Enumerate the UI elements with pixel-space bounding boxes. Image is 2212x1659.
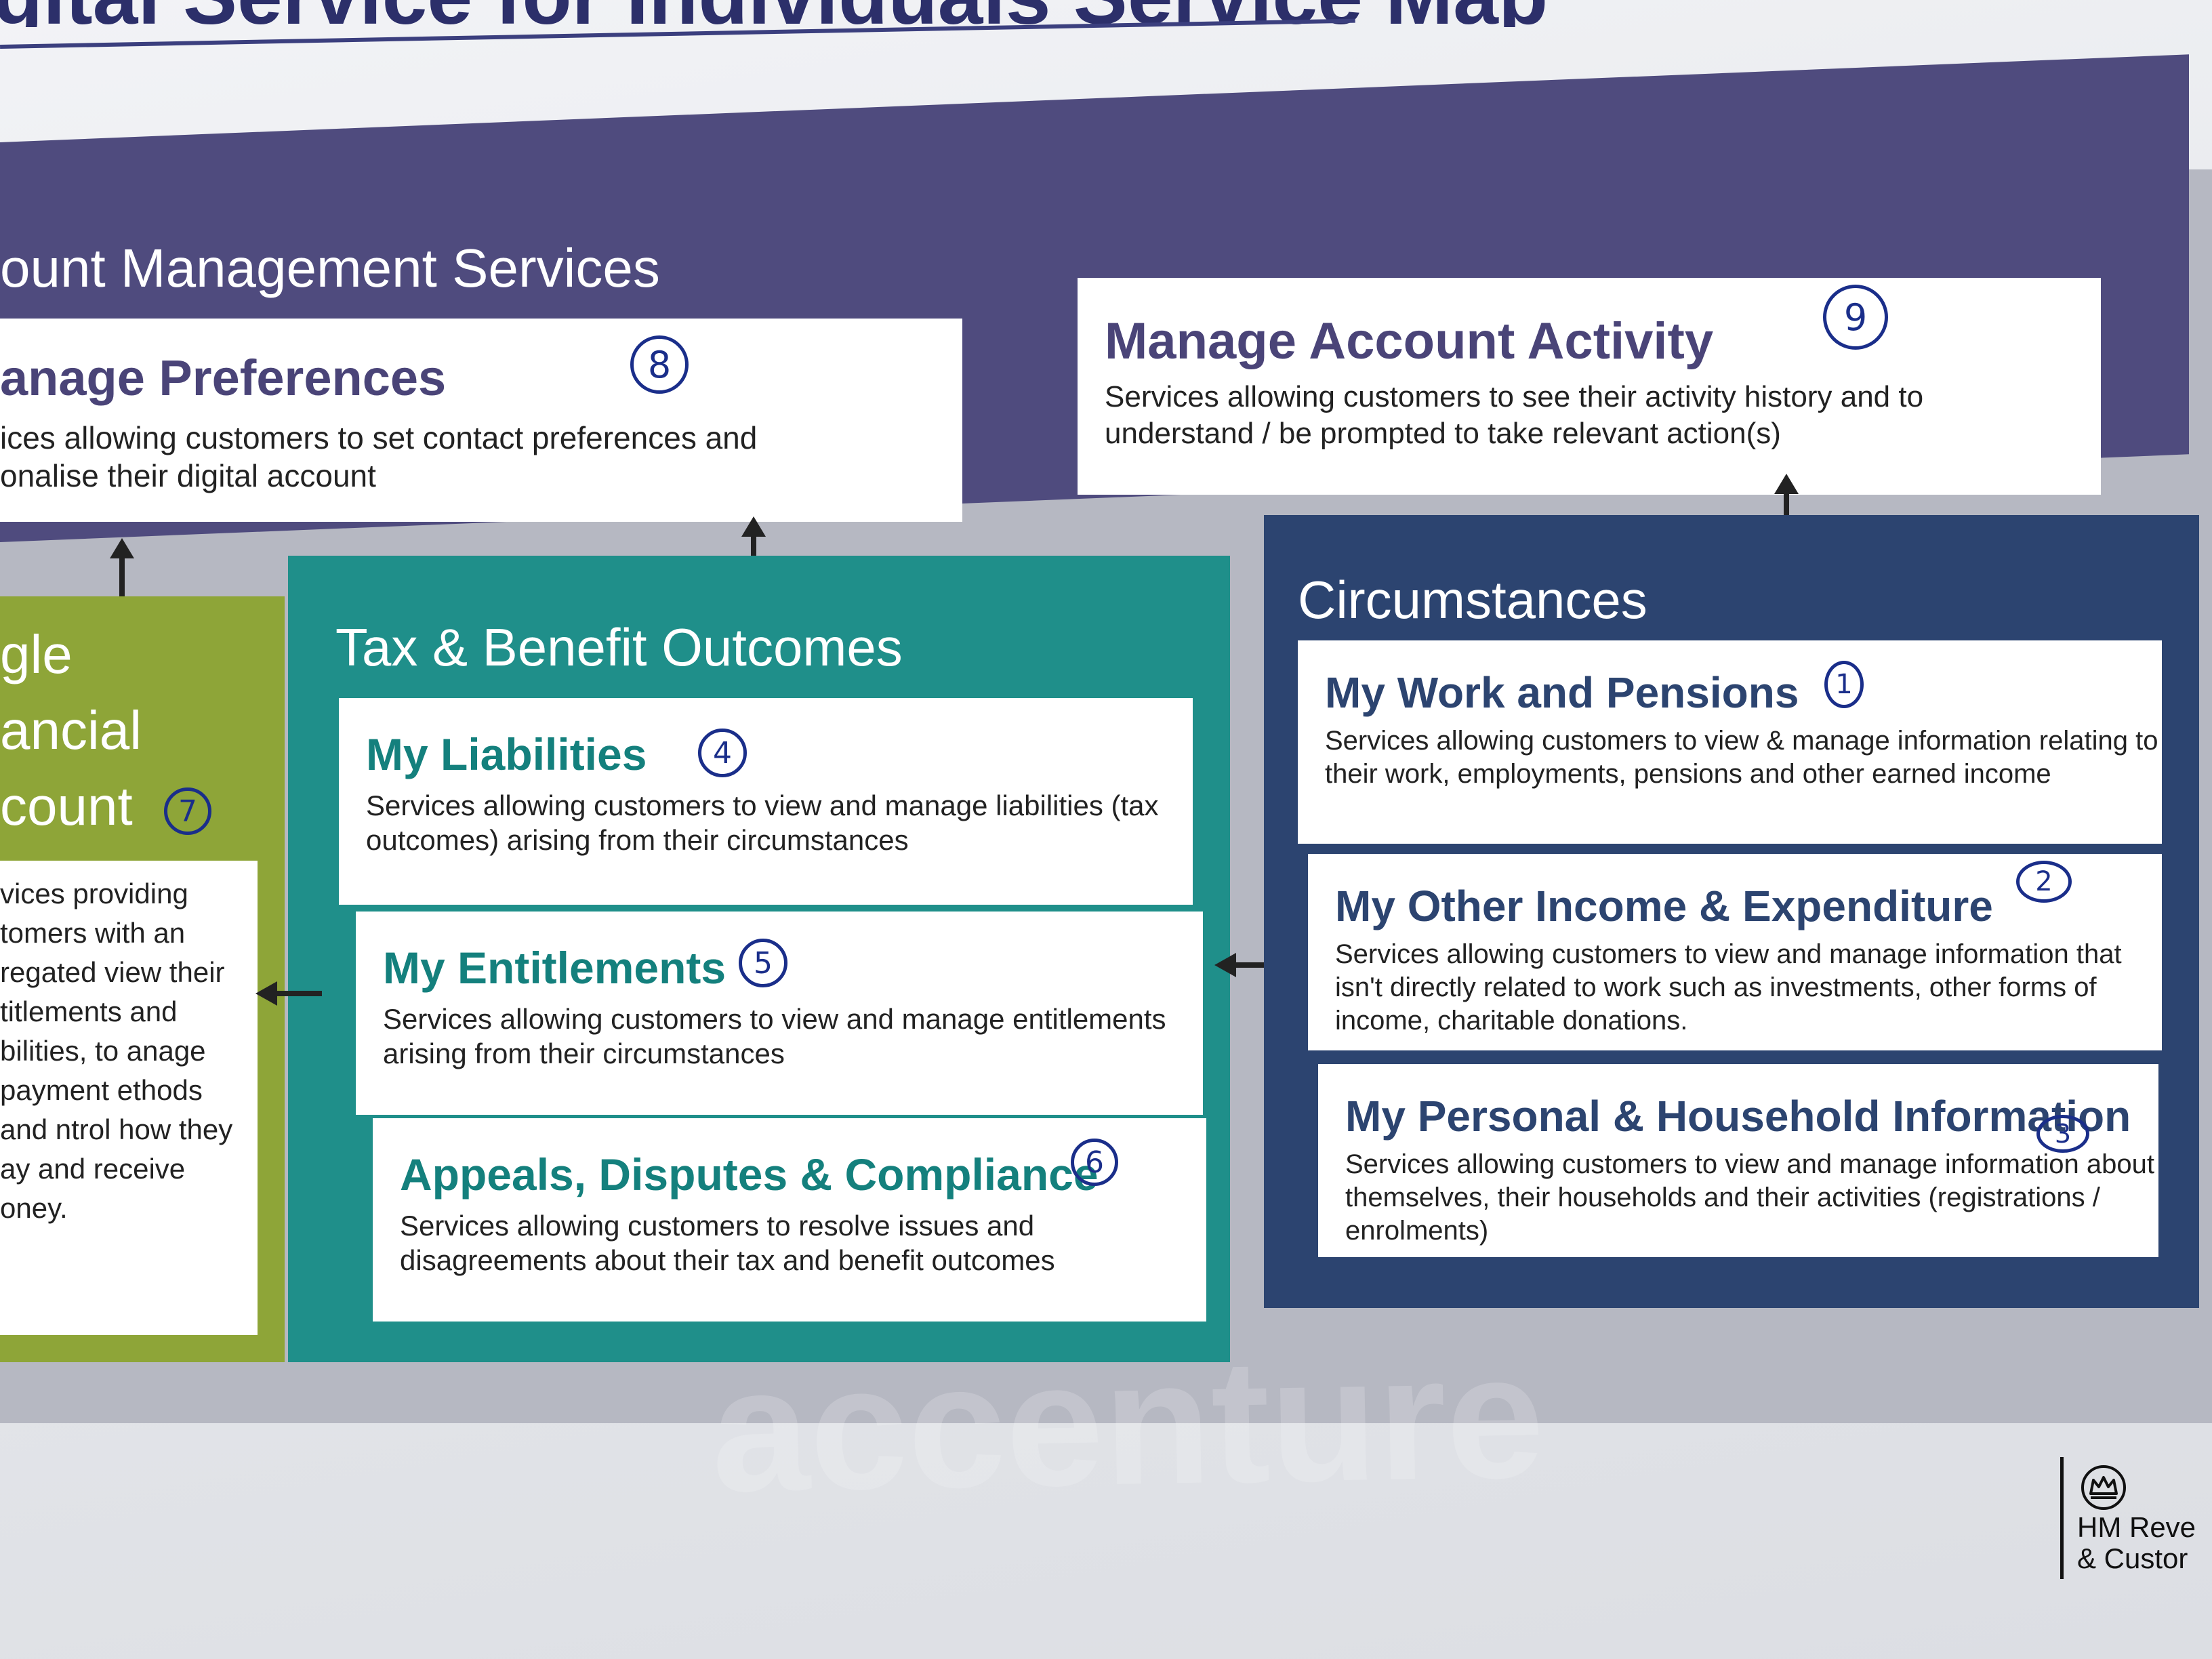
number-8-annotation: 8 xyxy=(630,335,689,394)
my-personal-household-title: My Personal & Household Information xyxy=(1345,1092,2131,1141)
number-5-annotation: 5 xyxy=(739,939,787,987)
arrow-outcomes-to-financial xyxy=(255,981,322,1006)
manage-preferences-title: anage Preferences xyxy=(0,350,447,406)
manage-preferences-desc: ices allowing customers to set contact p… xyxy=(0,420,758,494)
appeals-disputes-compliance-title: Appeals, Disputes & Compliance xyxy=(400,1149,1099,1200)
my-other-income-expenditure-title: My Other Income & Expenditure xyxy=(1335,882,1993,930)
my-personal-household-desc: Services allowing customers to view and … xyxy=(1345,1149,2154,1246)
single-financial-account-title: gle ancial count xyxy=(0,617,271,874)
tax-benefit-outcomes-title: Tax & Benefit Outcomes xyxy=(335,617,903,677)
number-9-annotation: 9 xyxy=(1823,285,1888,350)
number-2-annotation: 2 xyxy=(2016,861,2072,903)
hmrc-logo-line-1: HM Reve xyxy=(2077,1511,2196,1543)
circumstances-title: Circumstances xyxy=(1298,570,1647,630)
number-1-annotation: 1 xyxy=(1824,661,1864,708)
financial-title-line-3: count xyxy=(0,776,133,836)
manage-account-activity-desc: Services allowing customers to see their… xyxy=(1105,380,1924,450)
manage-account-activity-box: Manage Account Activity Services allowin… xyxy=(1078,278,2101,495)
my-other-income-expenditure-desc: Services allowing customers to view and … xyxy=(1335,939,2122,1036)
my-work-pensions-box: My Work and Pensions Services allowing c… xyxy=(1298,640,2162,844)
number-7-annotation: 7 xyxy=(164,787,211,835)
manage-preferences-box: anage Preferences ices allowing customer… xyxy=(0,319,962,522)
manage-account-activity-title: Manage Account Activity xyxy=(1105,312,1714,370)
watermark: accenture xyxy=(710,1317,1546,1530)
my-personal-household-box: My Personal & Household Information Serv… xyxy=(1318,1064,2158,1257)
single-financial-account-desc: vices providing tomers with an regated v… xyxy=(0,878,233,1224)
account-management-title: ount Management Services xyxy=(0,238,660,298)
my-liabilities-box: My Liabilities Services allowing custome… xyxy=(339,698,1193,905)
my-work-pensions-title: My Work and Pensions xyxy=(1325,668,1799,717)
appeals-disputes-compliance-desc: Services allowing customers to resolve i… xyxy=(400,1210,1055,1277)
financial-title-line-1: gle xyxy=(0,624,73,684)
hmrc-logo: HM Reve & Custor xyxy=(2060,1457,2212,1579)
my-liabilities-desc: Services allowing customers to view and … xyxy=(366,790,1159,857)
financial-title-line-2: ancial xyxy=(0,700,142,760)
my-entitlements-title: My Entitlements xyxy=(383,943,726,993)
my-work-pensions-desc: Services allowing customers to view & ma… xyxy=(1325,726,2158,789)
number-3-annotation: 3 xyxy=(2036,1115,2089,1153)
number-6-annotation: 6 xyxy=(1071,1139,1118,1186)
appeals-disputes-compliance-box: Appeals, Disputes & Compliance Services … xyxy=(373,1118,1206,1322)
my-liabilities-title: My Liabilities xyxy=(366,729,647,779)
my-entitlements-desc: Services allowing customers to view and … xyxy=(383,1003,1166,1070)
hmrc-logo-line-2: & Custor xyxy=(2077,1542,2188,1574)
single-financial-account-box: vices providing tomers with an regated v… xyxy=(0,861,258,1335)
number-4-annotation: 4 xyxy=(698,729,747,777)
crown-icon xyxy=(2081,1465,2126,1510)
my-entitlements-box: My Entitlements Services allowing custom… xyxy=(356,912,1203,1115)
arrow-circumstances-to-outcomes xyxy=(1214,953,1281,977)
